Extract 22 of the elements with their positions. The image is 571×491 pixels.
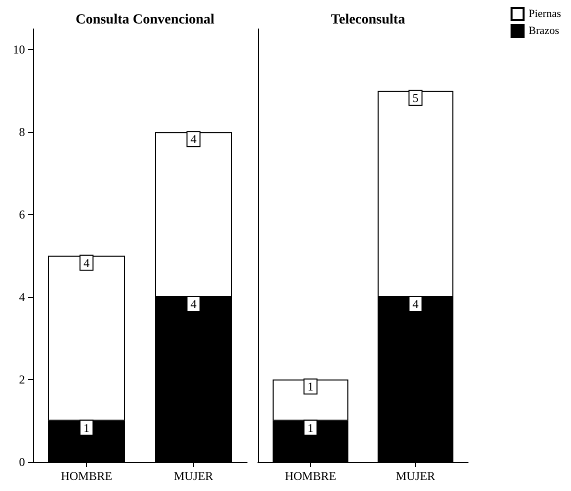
data-label: 4 <box>84 256 90 270</box>
y-tick-label: 4 <box>19 290 25 304</box>
data-label: 4 <box>190 297 196 312</box>
y-tick-label: 6 <box>19 208 25 222</box>
y-tick-label: 2 <box>19 372 25 387</box>
data-label: 1 <box>308 420 314 435</box>
chart-title: Consulta Convencional <box>76 12 215 28</box>
data-label: 1 <box>308 380 314 394</box>
x-tick-label: MUJER <box>396 469 436 483</box>
x-tick-label: HOMBRE <box>60 469 112 483</box>
legend-label: Brazos <box>528 25 560 37</box>
x-tick-label: MUJER <box>174 469 214 483</box>
y-tick-label: 10 <box>13 42 25 57</box>
legend-label: Piernas <box>528 8 562 20</box>
data-label: 4 <box>190 132 196 146</box>
y-tick-label: 0 <box>19 455 25 469</box>
data-label: 1 <box>84 420 90 435</box>
data-label: 4 <box>412 297 418 312</box>
data-label: 5 <box>412 90 418 105</box>
y-tick-label: 8 <box>19 125 25 140</box>
chart-title: Teleconsulta <box>330 12 406 28</box>
x-tick-label: HOMBRE <box>284 469 336 483</box>
